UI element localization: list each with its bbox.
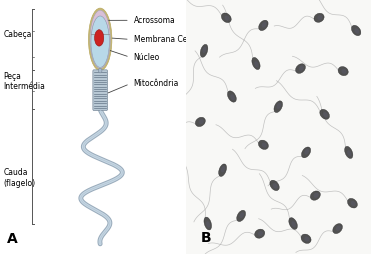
Ellipse shape [259,20,268,30]
Ellipse shape [351,25,361,36]
Ellipse shape [204,217,211,230]
Ellipse shape [333,224,342,234]
Ellipse shape [314,13,324,22]
Text: Núcleo: Núcleo [134,53,160,62]
Ellipse shape [196,117,205,126]
Ellipse shape [200,44,208,57]
Ellipse shape [262,22,266,28]
Ellipse shape [227,91,236,102]
Ellipse shape [317,15,322,20]
Ellipse shape [95,30,104,46]
Ellipse shape [255,229,265,238]
Ellipse shape [262,142,267,148]
Ellipse shape [348,198,357,208]
Text: A: A [7,232,18,246]
Ellipse shape [304,236,309,242]
Text: Membrana Celular: Membrana Celular [134,35,204,44]
Ellipse shape [320,109,329,119]
Text: B: B [200,231,211,245]
Text: Cabeça: Cabeça [4,30,32,39]
Ellipse shape [338,67,348,76]
Ellipse shape [354,28,359,34]
Ellipse shape [305,149,309,155]
Ellipse shape [301,234,311,243]
Ellipse shape [259,140,268,149]
Ellipse shape [230,94,235,100]
FancyBboxPatch shape [93,70,108,110]
Ellipse shape [203,46,207,53]
Ellipse shape [206,221,210,228]
Ellipse shape [277,103,281,109]
Ellipse shape [258,231,263,236]
Ellipse shape [252,57,260,70]
Ellipse shape [336,226,341,231]
Ellipse shape [313,193,319,198]
Ellipse shape [221,166,225,172]
Ellipse shape [274,101,283,113]
Ellipse shape [323,112,328,117]
Text: Cauda
(flagelo): Cauda (flagelo) [4,168,36,187]
Ellipse shape [345,146,353,158]
Text: Peça
Intermédia: Peça Intermédia [4,72,46,91]
Ellipse shape [351,201,356,206]
Text: Acrossoma: Acrossoma [134,16,175,25]
Ellipse shape [292,221,296,227]
Ellipse shape [237,210,246,221]
Ellipse shape [91,16,109,67]
Ellipse shape [289,218,298,229]
Ellipse shape [255,61,259,68]
Text: Mitocôndria: Mitocôndria [134,79,179,88]
Ellipse shape [341,69,347,74]
Ellipse shape [270,180,279,190]
Ellipse shape [299,66,304,71]
Ellipse shape [221,13,231,23]
Ellipse shape [198,119,204,124]
Ellipse shape [296,64,305,73]
Ellipse shape [98,68,102,73]
Ellipse shape [311,191,320,200]
Ellipse shape [89,8,112,71]
Ellipse shape [347,150,351,156]
Ellipse shape [302,147,311,158]
Ellipse shape [240,212,244,218]
Ellipse shape [273,183,278,189]
Ellipse shape [90,10,111,69]
Ellipse shape [224,15,230,21]
Ellipse shape [219,164,227,177]
